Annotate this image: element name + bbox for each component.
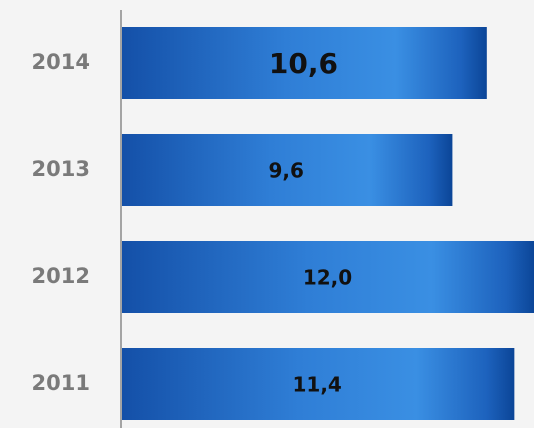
bar [122,348,515,420]
y-tick-label: 2011 [32,371,90,395]
y-tick-label: 2014 [32,50,90,74]
y-tick-label: 2012 [32,264,90,288]
value-label: 10,6 [269,47,338,80]
value-label: 9,6 [268,159,303,183]
value-label: 11,4 [292,373,341,397]
value-label: 12,0 [303,266,352,290]
bar [122,134,453,206]
y-tick-label: 2013 [32,157,90,181]
bar [122,27,487,99]
bar [122,241,534,313]
